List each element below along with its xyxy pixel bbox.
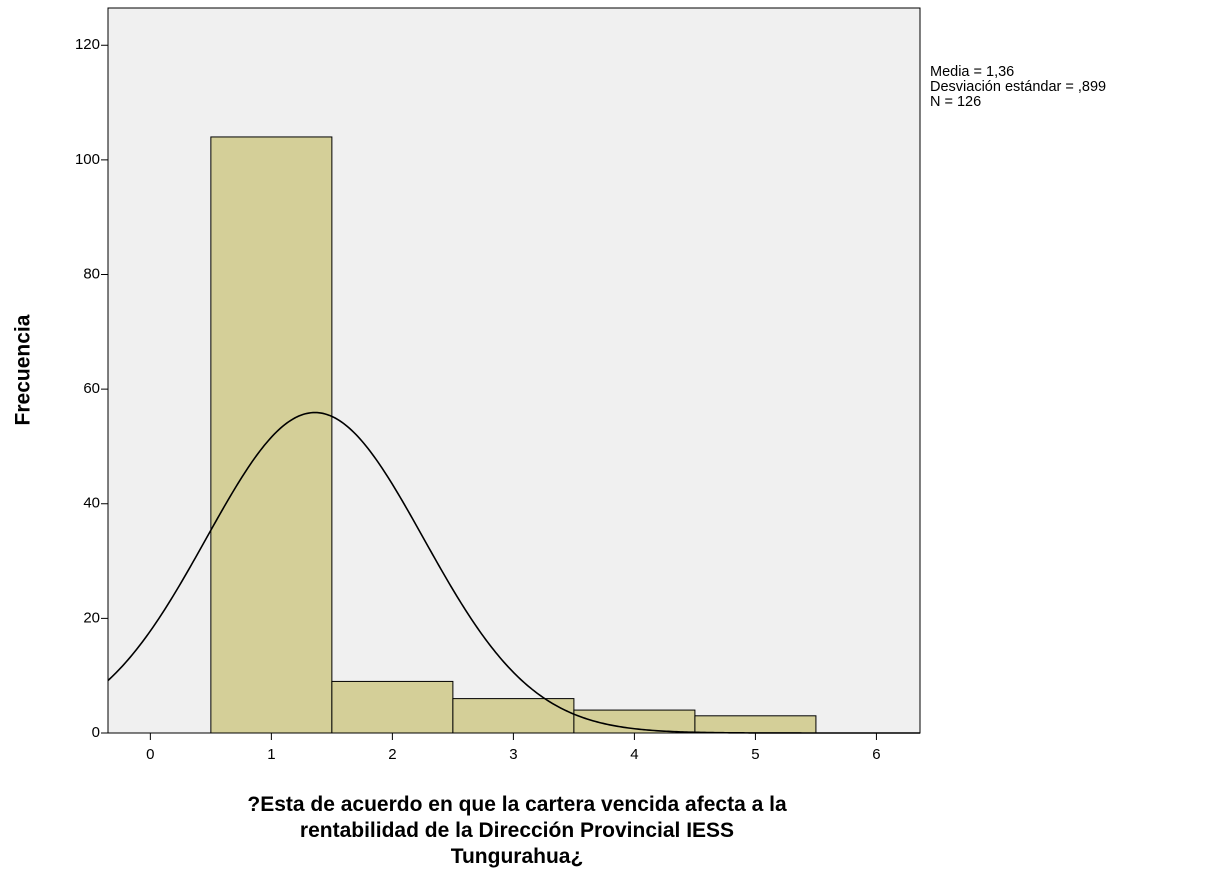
y-tick-label: 40 — [83, 495, 100, 512]
marks — [107, 136, 920, 734]
stat-label: Media = 1,36 — [930, 64, 1014, 80]
x-axis-title-line: ?Esta de acuerdo en que la cartera venci… — [247, 793, 787, 816]
normal-curve — [107, 411, 920, 734]
y-tick-label: 80 — [83, 265, 100, 282]
bar — [452, 698, 575, 734]
y-tick-label: 60 — [83, 380, 100, 397]
x-tick-label: 0 — [146, 746, 154, 763]
x-tick-label: 5 — [751, 746, 759, 763]
stat-label: N = 126 — [930, 94, 981, 110]
x-tick-label: 6 — [872, 746, 880, 763]
bar — [331, 680, 454, 734]
y-tick-label: 100 — [75, 151, 100, 168]
y-tick-label: 120 — [75, 36, 100, 53]
x-axis-title-line: Tungurahua¿ — [451, 845, 584, 868]
x-tick-label: 3 — [509, 746, 517, 763]
stat-label: Desviación estándar = ,899 — [930, 79, 1106, 95]
bar — [210, 136, 333, 734]
y-axis-title: Frecuencia — [12, 314, 35, 425]
x-tick-label: 2 — [388, 746, 396, 763]
y-tick-label: 20 — [83, 609, 100, 626]
y-tick-label: 0 — [92, 724, 100, 741]
bar — [694, 715, 817, 734]
x-tick-label: 4 — [630, 746, 638, 763]
bar — [573, 709, 696, 734]
x-tick-label: 1 — [267, 746, 275, 763]
x-axis-title-line: rentabilidad de la Dirección Provincial … — [300, 819, 734, 842]
